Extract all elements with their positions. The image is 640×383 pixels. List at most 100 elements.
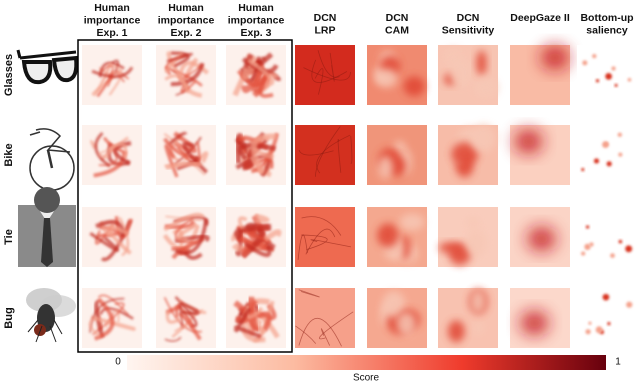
stroke-blob	[243, 241, 272, 258]
stroke-blob	[94, 131, 111, 168]
column-header: LRP	[315, 24, 336, 36]
stroke-blob	[173, 136, 202, 166]
saliency-dot	[588, 321, 592, 325]
colorbar-max: 1	[615, 357, 621, 368]
heat-blob	[449, 58, 473, 87]
colorbar-label: Score	[353, 373, 380, 383]
stroke-blob	[92, 62, 113, 96]
heatmap-cell	[510, 125, 570, 185]
column-header: saliency	[586, 24, 628, 36]
cell-background	[438, 288, 498, 348]
saliency-dot	[582, 60, 588, 66]
column-header: Human	[168, 2, 204, 14]
heat-blob	[520, 311, 549, 336]
saliency-dot	[595, 79, 600, 83]
saliency-dot	[585, 329, 591, 335]
stroke-blob	[233, 307, 252, 333]
heatmap-cell	[82, 45, 142, 105]
cell-background	[295, 125, 355, 185]
heatmap-cell	[577, 45, 637, 105]
stroke-blob	[165, 161, 203, 170]
stroke-blob	[164, 52, 184, 74]
cell-background	[577, 125, 637, 185]
stroke-blob	[166, 52, 193, 63]
heat-blob	[399, 213, 425, 231]
saliency-dot	[626, 301, 633, 308]
heatmap-cell	[438, 45, 498, 105]
contour	[350, 136, 353, 164]
heat-blob	[540, 45, 569, 70]
heatmap-cell	[156, 288, 216, 348]
colorbar-min: 0	[115, 357, 121, 368]
stroke-blob	[168, 131, 188, 146]
heatmap-cell	[295, 45, 355, 105]
contour	[301, 234, 328, 250]
heat-blob	[472, 321, 485, 335]
stroke-blob	[91, 66, 134, 78]
stroke-blob	[164, 144, 179, 178]
contour	[319, 311, 354, 340]
saliency-dot	[581, 251, 586, 256]
saliency-dot	[625, 245, 633, 253]
tie-image	[18, 187, 76, 267]
heat-blob	[375, 68, 398, 88]
stroke-blob	[174, 217, 198, 244]
heatmap-cell	[82, 207, 142, 267]
bug-image	[26, 288, 76, 343]
column-header: Exp. 2	[171, 27, 202, 39]
contour	[315, 126, 341, 177]
heat-blob	[514, 129, 543, 154]
stroke-blob	[118, 217, 130, 257]
contour	[298, 149, 334, 156]
saliency-dot	[595, 326, 603, 334]
stroke-blob	[176, 222, 198, 242]
stroke-blob	[164, 74, 190, 94]
heat-blob	[403, 76, 425, 97]
heatmap-cell	[438, 207, 498, 267]
stroke-blob	[241, 68, 263, 93]
cell-background	[295, 288, 355, 348]
stroke-blob	[90, 315, 136, 331]
stroke-blob	[107, 142, 128, 159]
row-label: Glasses	[3, 54, 15, 96]
heatmap-cell	[438, 288, 498, 348]
cell-background	[82, 125, 142, 185]
heat-blob	[451, 142, 479, 166]
contour	[337, 139, 342, 173]
saliency-dot	[610, 253, 615, 258]
glasses-image	[16, 49, 79, 85]
heatmap-cell	[367, 207, 427, 267]
column-header: importance	[228, 14, 285, 26]
stroke-blob	[178, 312, 202, 341]
contour	[320, 328, 331, 346]
row-label: Bug	[3, 307, 15, 328]
heat-blob	[476, 50, 487, 76]
stroke-blob	[238, 143, 277, 161]
heatmap-cell	[82, 288, 142, 348]
heat-blob	[396, 311, 417, 336]
contour	[301, 216, 342, 236]
heatmap-cell	[82, 125, 142, 185]
stroke-blob	[176, 155, 200, 171]
stroke-blob	[105, 224, 132, 255]
heat-blob	[466, 229, 488, 256]
object-images	[16, 49, 79, 343]
heat-blob	[382, 291, 406, 318]
heat-blob	[471, 124, 497, 152]
heatmap-cell	[510, 288, 570, 348]
heatmap-cell	[156, 45, 216, 105]
column-header: Human	[94, 2, 130, 14]
heatmap-cell	[226, 207, 286, 267]
column-header: DeepGaze II	[510, 12, 570, 24]
contour	[317, 50, 340, 78]
stroke-blob	[97, 294, 129, 316]
contour	[311, 59, 348, 83]
heatmap-cell	[295, 125, 355, 185]
heatmap-cell	[156, 125, 216, 185]
heatmap-cell	[577, 207, 637, 267]
heatmap-cell	[367, 288, 427, 348]
column-header: DCN	[457, 12, 480, 24]
stroke-blob	[89, 232, 119, 252]
heat-blob	[527, 226, 556, 251]
